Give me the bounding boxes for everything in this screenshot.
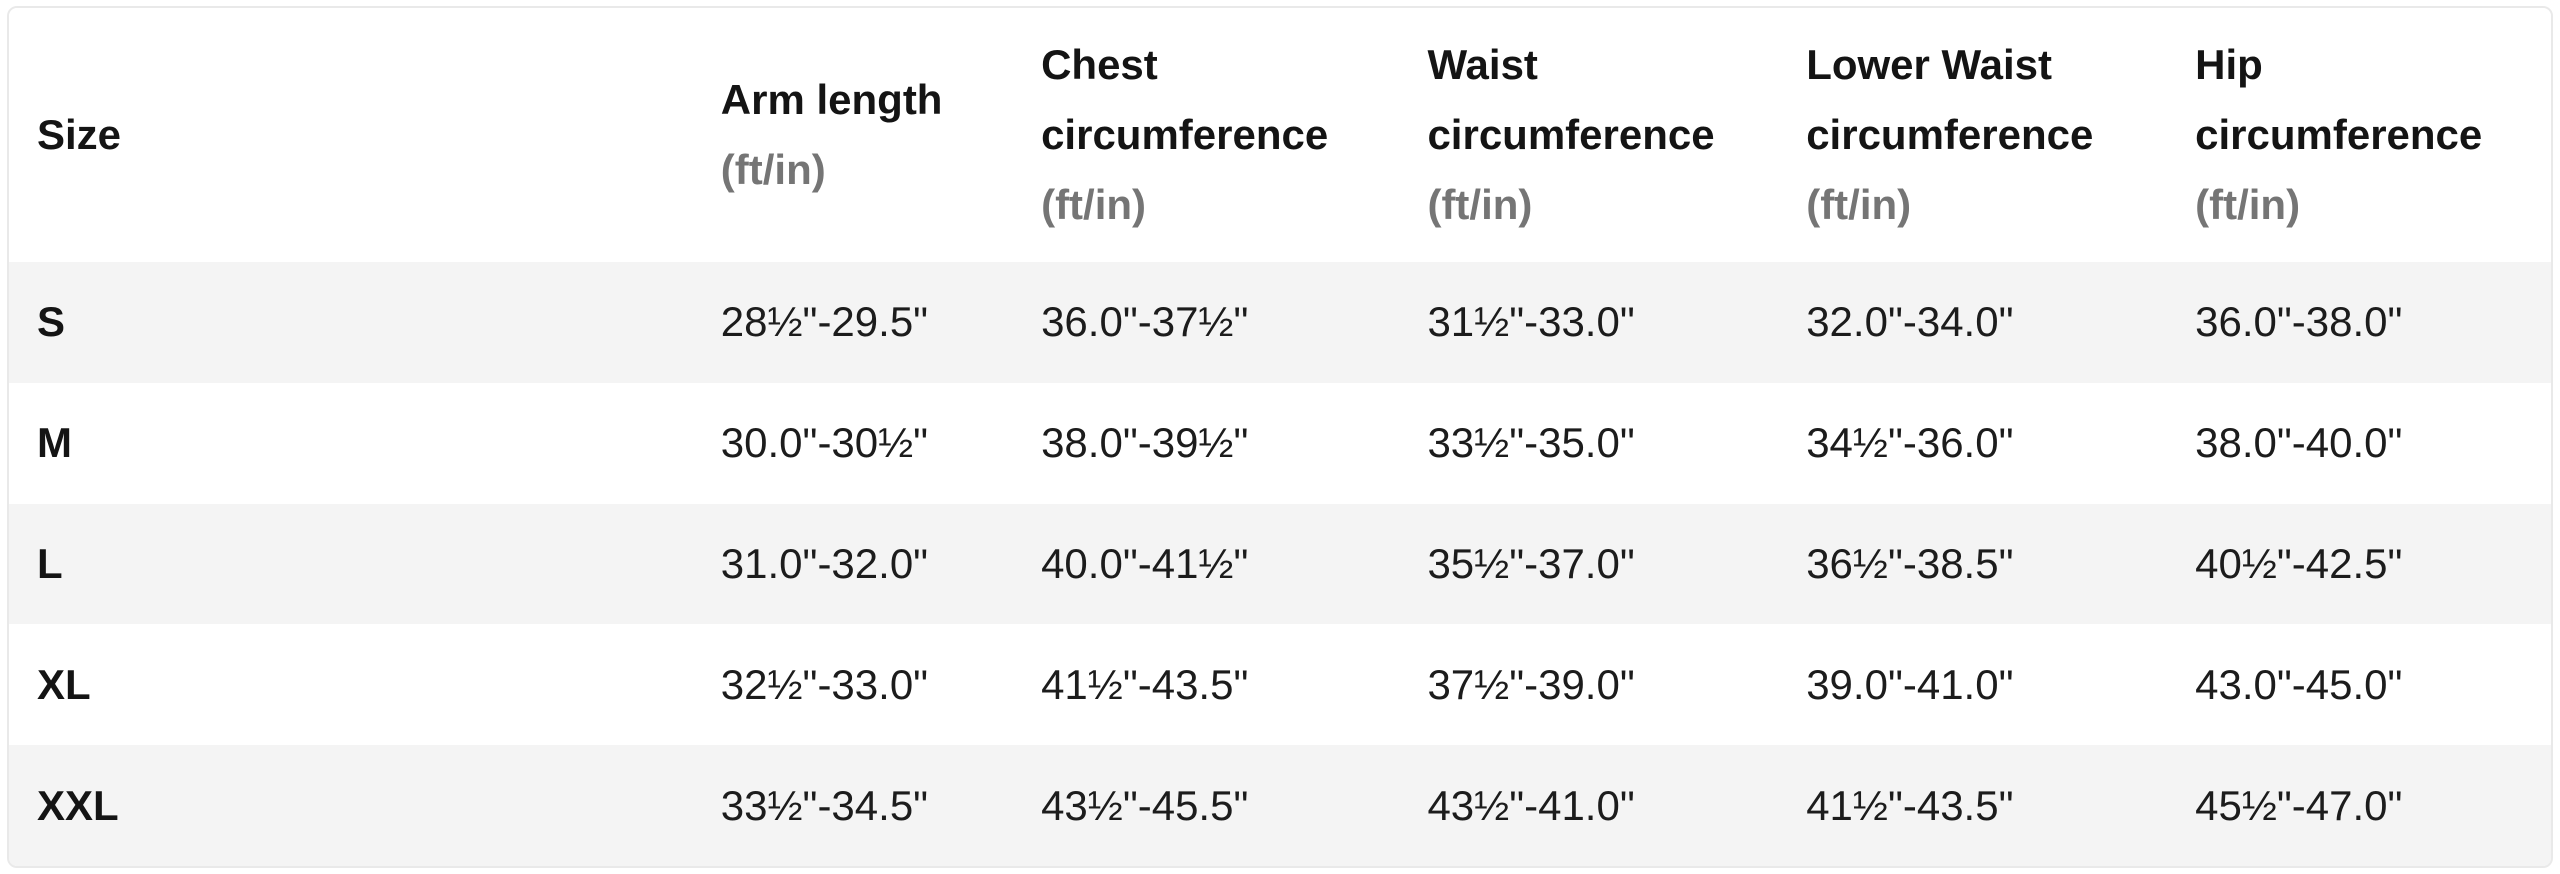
- cell-chest: 38.0"-39½": [1041, 419, 1249, 467]
- column-unit: (ft/in): [2195, 181, 2301, 228]
- cell-lower-waist: 32.0"-34.0": [1806, 298, 2014, 346]
- size-label: XXL: [37, 781, 119, 829]
- size-label: L: [37, 539, 63, 587]
- header-row: Size Arm length (ft/in) Chest circumfere…: [9, 8, 2551, 262]
- column-header-hip-circumference: Hip circumference (ft/in): [2167, 8, 2551, 262]
- cell-waist: 31½"-33.0": [1427, 298, 1635, 346]
- column-label: Chest circumference: [1041, 41, 1329, 158]
- cell-chest: 43½"-45.5": [1041, 781, 1249, 829]
- cell-hip: 43.0"-45.0": [2195, 660, 2403, 708]
- column-unit: (ft/in): [1427, 181, 1533, 228]
- cell-arm-length: 31.0"-32.0": [720, 539, 929, 587]
- table-row-l: L 31.0"-32.0" 40.0"-41½" 35½"-37.0" 36½"…: [9, 503, 2551, 625]
- cell-hip: 36.0"-38.0": [2195, 298, 2403, 346]
- column-unit: (ft/in): [1041, 181, 1147, 228]
- size-chart-table: Size Arm length (ft/in) Chest circumfere…: [7, 6, 2553, 868]
- table-row-xxl: XXL 33½"-34.5" 43½"-45.5" 43½"-41.0" 41½…: [9, 745, 2551, 866]
- cell-chest: 36.0"-37½": [1041, 298, 1249, 346]
- cell-chest: 41½"-43.5": [1041, 660, 1249, 708]
- column-header-waist-circumference: Waist circumference (ft/in): [1399, 8, 1778, 262]
- table-row-xl: XL 32½"-33.0" 41½"-43.5" 37½"-39.0" 39.0…: [9, 624, 2551, 746]
- size-chart: Size Arm length (ft/in) Chest circumfere…: [9, 8, 2551, 866]
- table-header: Size Arm length (ft/in) Chest circumfere…: [9, 8, 2551, 262]
- column-label: Hip circumference: [2195, 41, 2483, 158]
- size-label: M: [37, 419, 72, 467]
- column-unit: (ft/in): [720, 146, 826, 193]
- cell-hip: 45½"-47.0": [2195, 781, 2403, 829]
- column-header-size: Size: [9, 8, 693, 262]
- column-header-arm-length: Arm length (ft/in): [693, 8, 1013, 262]
- cell-waist: 43½"-41.0": [1427, 781, 1635, 829]
- cell-lower-waist: 36½"-38.5": [1806, 539, 2014, 587]
- cell-lower-waist: 34½"-36.0": [1806, 419, 2014, 467]
- cell-waist: 33½"-35.0": [1427, 419, 1635, 467]
- size-label: XL: [37, 660, 91, 708]
- cell-hip: 38.0"-40.0": [2195, 419, 2403, 467]
- cell-hip: 40½"-42.5": [2195, 539, 2403, 587]
- cell-arm-length: 30.0"-30½": [720, 419, 929, 467]
- table-body: S 28½"-29.5" 36.0"-37½" 31½"-33.0" 32.0"…: [9, 262, 2551, 866]
- table-row-m: M 30.0"-30½" 38.0"-39½" 33½"-35.0" 34½"-…: [9, 382, 2551, 504]
- table-row-s: S 28½"-29.5" 36.0"-37½" 31½"-33.0" 32.0"…: [9, 262, 2551, 383]
- column-label: Lower Waist circumference: [1806, 41, 2094, 158]
- column-label: Waist circumference: [1427, 41, 1715, 158]
- column-unit: (ft/in): [1806, 181, 1912, 228]
- cell-arm-length: 33½"-34.5": [720, 781, 929, 829]
- cell-lower-waist: 39.0"-41.0": [1806, 660, 2014, 708]
- cell-waist: 35½"-37.0": [1427, 539, 1635, 587]
- cell-waist: 37½"-39.0": [1427, 660, 1635, 708]
- cell-lower-waist: 41½"-43.5": [1806, 781, 2014, 829]
- cell-arm-length: 32½"-33.0": [720, 660, 929, 708]
- column-header-chest-circumference: Chest circumference (ft/in): [1013, 8, 1399, 262]
- cell-chest: 40.0"-41½": [1041, 539, 1249, 587]
- size-label: S: [37, 298, 66, 346]
- column-label: Size: [37, 111, 122, 158]
- column-label: Arm length: [720, 76, 943, 123]
- column-header-lower-waist-circumference: Lower Waist circumference (ft/in): [1778, 8, 2167, 262]
- cell-arm-length: 28½"-29.5": [720, 298, 929, 346]
